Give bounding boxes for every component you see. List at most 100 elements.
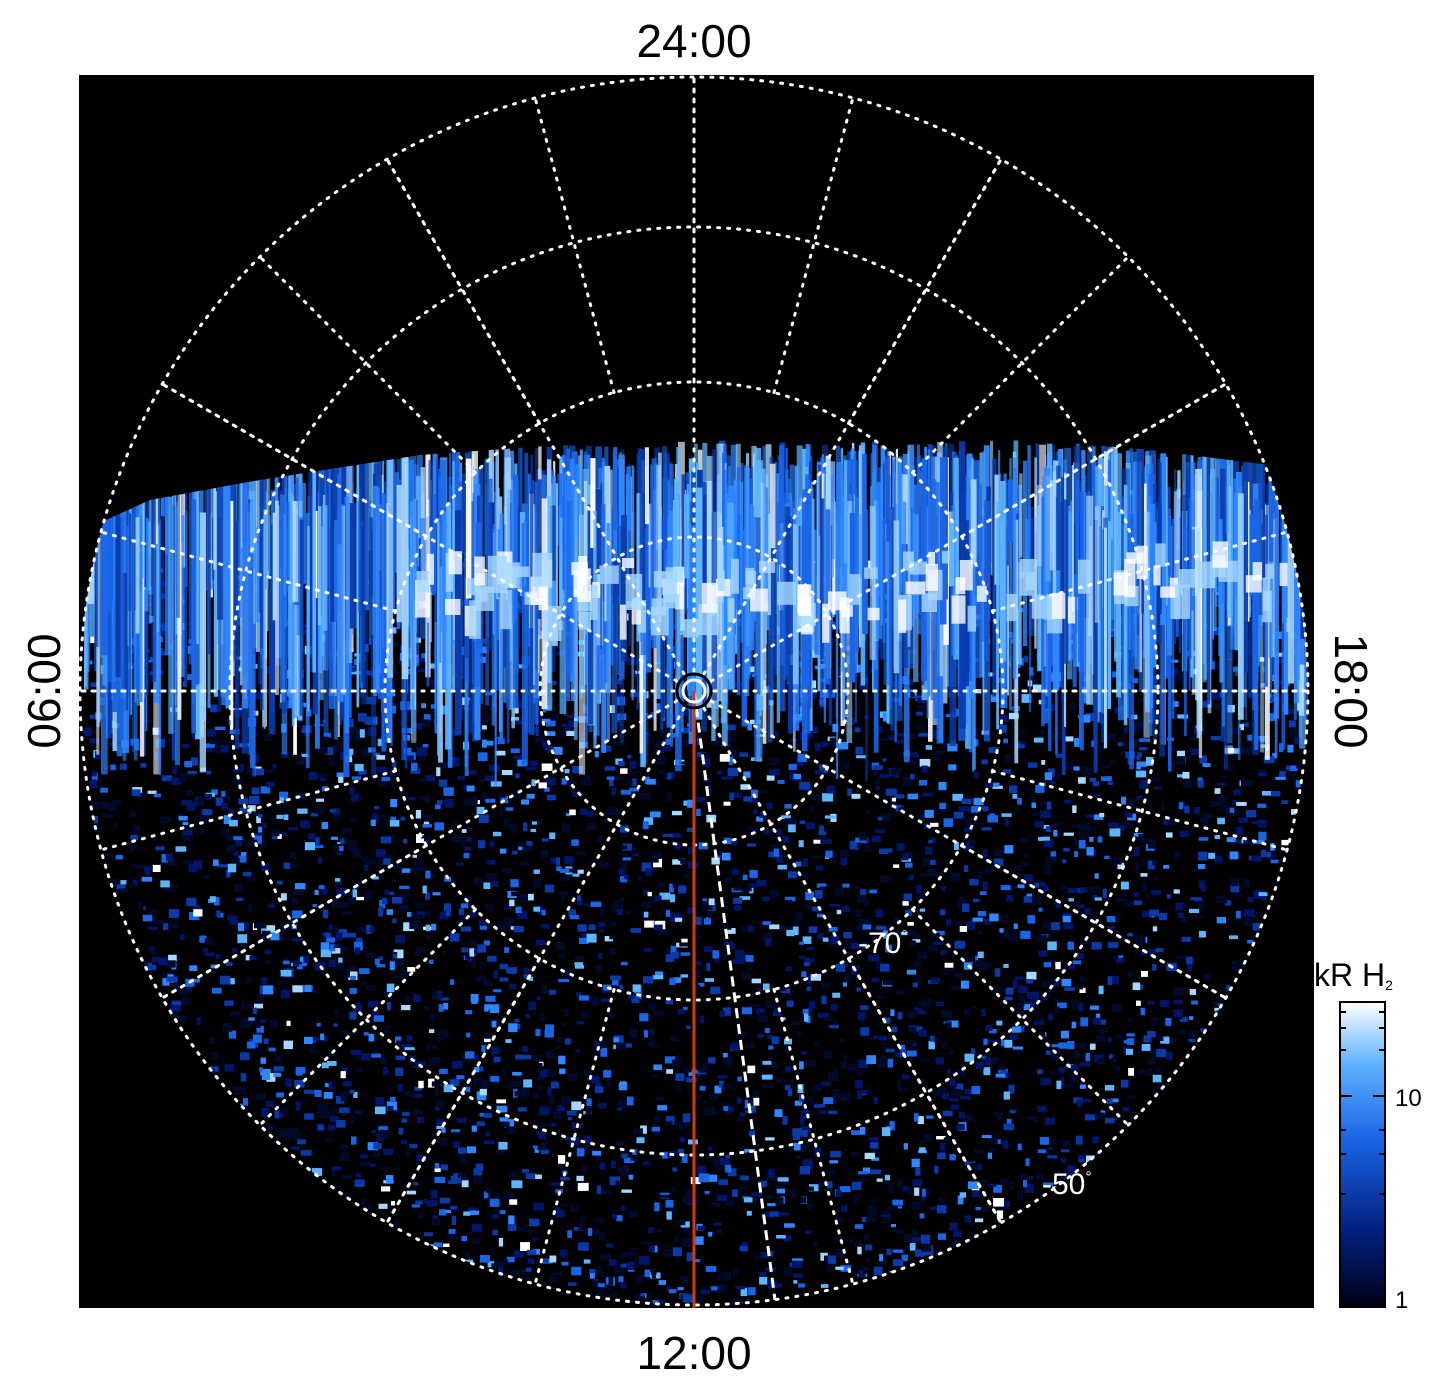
- emission-speckle-cell: [1095, 725, 1106, 730]
- emission-speckle-cell: [1285, 765, 1293, 771]
- emission-speckle-cell: [112, 800, 122, 805]
- emission-speckle-cell: [486, 1187, 493, 1193]
- emission-speckle-cell: [962, 903, 970, 913]
- emission-speckle-cell: [285, 1134, 293, 1140]
- emission-speckle-cell: [226, 869, 231, 878]
- emission-speckle-cell: [463, 1252, 470, 1256]
- emission-speckle-cell: [520, 1088, 530, 1097]
- emission-speckle-cell: [1062, 859, 1067, 864]
- emission-speckle-cell: [1202, 763, 1211, 767]
- emission-speckle-cell: [915, 1167, 921, 1176]
- emission-speckle-cell: [443, 1084, 454, 1093]
- emission-speckle-cell: [976, 679, 988, 688]
- emission-speckle-cell: [431, 923, 437, 931]
- emission-speckle-cell: [369, 926, 375, 932]
- emission-speckle-cell: [891, 797, 896, 802]
- emission-speckle-cell: [1015, 1011, 1023, 1017]
- emission-speckle-cell: [88, 738, 100, 744]
- emission-speckle-cell: [823, 702, 833, 711]
- emission-speckle-cell: [1281, 800, 1289, 804]
- emission-speckle-cell: [811, 855, 822, 860]
- emission-speckle-cell: [1115, 825, 1125, 831]
- emission-speckle-cell: [595, 1288, 606, 1298]
- emission-speckle-cell: [1202, 822, 1208, 827]
- emission-speckle-cell: [354, 1110, 362, 1114]
- emission-speckle-cell: [163, 971, 171, 979]
- emission-speckle-cell: [458, 1173, 466, 1178]
- emission-speckle-cell: [1073, 986, 1084, 990]
- emission-speckle-cell: [784, 896, 796, 902]
- emission-speckle-cell: [685, 1189, 692, 1195]
- emission-speckle-cell: [989, 913, 999, 922]
- emission-speckle-cell: [220, 803, 228, 810]
- emission-speckle-cell: [882, 712, 889, 722]
- emission-speckle-cell: [749, 666, 755, 673]
- emission-speckle-cell: [479, 925, 488, 930]
- emission-speckle-cell: [352, 889, 358, 898]
- emission-speckle-cell: [681, 1240, 692, 1247]
- emission-speckle-cell: [1076, 1099, 1082, 1108]
- emission-speckle-cell: [119, 888, 129, 893]
- emission-speckle-cell: [1136, 1000, 1141, 1006]
- emission-speckle-cell: [276, 880, 283, 885]
- emission-speckle-cell: [688, 749, 697, 753]
- emission-speckle-cell: [390, 1096, 396, 1105]
- emission-speckle-cell: [894, 1051, 902, 1058]
- emission-speckle-cell: [672, 1309, 682, 1312]
- emission-speckle-cell: [1276, 570, 1282, 577]
- emission-speckle-cell: [992, 785, 1003, 789]
- emission-speckle-cell: [1073, 766, 1080, 771]
- emission-speckle-cell: [443, 903, 451, 912]
- emission-speckle-cell: [819, 764, 828, 773]
- emission-speckle-cell: [857, 1012, 866, 1021]
- emission-speckle-cell: [270, 1020, 279, 1028]
- emission-speckle-cell: [170, 1004, 181, 1012]
- emission-speckle-cell: [722, 852, 731, 861]
- emission-speckle-cell: [1152, 860, 1158, 866]
- emission-speckle-cell: [131, 864, 142, 869]
- emission-speckle-cell: [330, 1185, 341, 1189]
- emission-speckle-cell: [627, 754, 632, 759]
- emission-speckle-cell: [1113, 857, 1122, 865]
- emission-speckle-cell: [615, 741, 626, 746]
- emission-speckle-cell: [255, 1023, 261, 1028]
- emission-speckle-cell: [971, 1191, 980, 1198]
- emission-speckle-cell: [634, 1295, 643, 1301]
- emission-speckle-cell: [334, 881, 341, 891]
- emission-speckle-cell: [194, 814, 203, 821]
- emission-speckle-cell: [681, 1227, 691, 1232]
- emission-speckle-cell: [235, 840, 242, 846]
- emission-speckle-cell: [297, 808, 308, 814]
- emission-speckle-cell: [706, 962, 711, 971]
- emission-speckle-cell: [434, 1168, 441, 1173]
- emission-speckle-cell: [1165, 1018, 1172, 1026]
- emission-speckle-cell: [1134, 892, 1139, 897]
- emission-speckle-cell: [816, 913, 824, 918]
- emission-speckle-cell: [698, 1173, 710, 1183]
- emission-speckle-cell: [451, 1061, 463, 1069]
- emission-speckle-cell: [483, 940, 491, 946]
- emission-speckle-cell: [930, 1035, 935, 1042]
- emission-speckle-cell: [530, 760, 538, 767]
- emission-speckle-cell: [801, 971, 807, 977]
- emission-speckle-cell: [315, 798, 324, 802]
- emission-speckle-cell: [167, 738, 173, 744]
- emission-speckle-cell: [435, 1100, 445, 1108]
- emission-speckle-cell: [682, 1194, 693, 1204]
- emission-speckle-cell: [1188, 1039, 1196, 1043]
- emission-speckle-cell: [425, 924, 431, 932]
- emission-speckle-cell: [1159, 1046, 1165, 1051]
- emission-speckle-cell: [736, 1097, 742, 1105]
- emission-speckle-cell: [400, 816, 405, 821]
- emission-speckle-cell: [1138, 1069, 1147, 1076]
- emission-speckle-cell: [190, 757, 198, 766]
- emission-speckle-cell: [907, 929, 915, 936]
- emission-speckle-cell: [340, 838, 345, 844]
- emission-speckle-cell: [1149, 776, 1160, 783]
- emission-speckle-cell: [539, 1106, 550, 1116]
- emission-speckle-cell: [1151, 889, 1161, 896]
- emission-speckle-cell: [692, 1259, 701, 1263]
- emission-speckle-cell: [435, 1087, 440, 1096]
- emission-speckle-cell: [653, 895, 662, 902]
- emission-speckle-cell: [958, 806, 969, 812]
